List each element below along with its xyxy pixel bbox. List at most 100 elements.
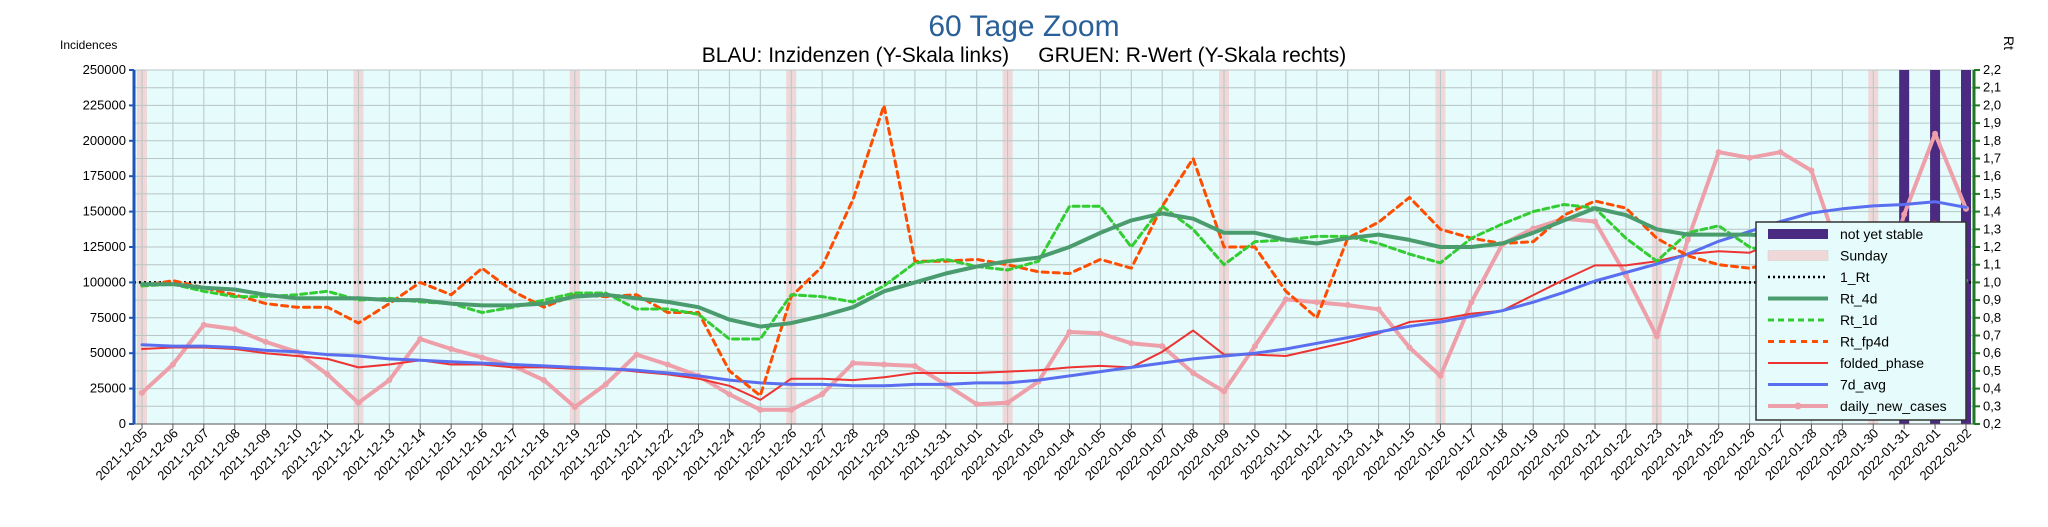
right-tick-label: 0,2 [1983, 416, 2001, 431]
right-tick-label: 1,9 [1983, 115, 2001, 130]
right-tick-label: 1,1 [1983, 257, 2001, 272]
right-tick-label: 2,2 [1983, 62, 2001, 77]
right-tick-label: 0,8 [1983, 310, 2001, 325]
series-daily-new-cases [140, 131, 1968, 412]
series-point [1653, 333, 1660, 340]
legend-label: daily_new_cases [1840, 398, 1947, 414]
left-tick-label: 150000 [83, 204, 126, 219]
series-point [262, 338, 269, 345]
series-point [1004, 399, 1011, 406]
series-point [200, 321, 207, 328]
series-point [1344, 302, 1351, 309]
series-7d-avg [140, 200, 1968, 388]
series-point [633, 351, 640, 358]
series-point [139, 389, 145, 396]
legend-label: 7d_avg [1840, 377, 1886, 393]
legend-item-rt4: Rt_4d [1768, 291, 1877, 307]
series-point [1313, 299, 1320, 306]
series-point [571, 404, 578, 411]
legend-item-fph: folded_phase [1768, 355, 1924, 371]
left-tick-label: 0 [119, 416, 126, 431]
series-point [664, 361, 671, 368]
left-tick-label: 75000 [90, 310, 126, 325]
left-tick-label: 250000 [83, 62, 126, 77]
series-point [231, 326, 238, 333]
series-point [1375, 306, 1382, 313]
legend-item-fp4: Rt_fp4d [1768, 334, 1889, 350]
series-point [1777, 149, 1784, 156]
legend-label: Rt_4d [1840, 291, 1877, 307]
legend-item-dly: daily_new_cases [1768, 398, 1947, 414]
series-point [880, 361, 887, 368]
series-point [1437, 372, 1444, 379]
right-tick-label: 2,1 [1983, 80, 2001, 95]
series-point [448, 345, 455, 352]
series-point [1251, 343, 1258, 350]
series-point [1808, 167, 1815, 174]
right-tick-label: 1,3 [1983, 221, 2001, 236]
left-tick-label: 175000 [83, 168, 126, 183]
legend-item-avg: 7d_avg [1768, 377, 1886, 393]
legend-swatch-marker [1794, 402, 1802, 410]
series-point [1159, 343, 1166, 350]
legend-label: not yet stable [1840, 226, 1923, 242]
series-point [911, 362, 918, 369]
series-point [1221, 388, 1228, 395]
legend-swatch-sunday [1767, 250, 1829, 261]
right-axis-label: Rt [2001, 36, 2017, 50]
series-point [1901, 211, 1908, 218]
series-point [602, 381, 609, 388]
right-tick-label: 0,3 [1983, 398, 2001, 413]
series-point [757, 406, 764, 413]
right-axis-ticks: 0,2 0,3 0,4 0,5 0,6 0,7 0,8 0,9 1,0 1,1 1,2 1,3 1,4 1… [1974, 62, 2001, 431]
right-tick-label: 1,2 [1983, 239, 2001, 254]
legend-item-rt1: 1_Rt [1768, 269, 1870, 285]
series-point [1097, 330, 1104, 337]
right-tick-label: 1,8 [1983, 133, 2001, 148]
left-axis-ticks: 0 25000 50000 75000 100000 125000 150000 175000… [83, 62, 134, 431]
series-point [1282, 296, 1289, 303]
series-point [1746, 154, 1753, 161]
legend-label: 1_Rt [1840, 269, 1870, 285]
left-tick-label: 25000 [90, 381, 126, 396]
left-tick-label: 100000 [83, 274, 126, 289]
left-tick-label: 225000 [83, 97, 126, 112]
series-point [1715, 149, 1722, 156]
series-point [479, 354, 486, 361]
series-point [1468, 299, 1475, 306]
legend-label: Rt_1d [1840, 312, 1877, 328]
series-point [1592, 218, 1599, 225]
series-point [819, 391, 826, 398]
legend-item-sun: Sunday [1767, 248, 1887, 264]
series-point [973, 401, 980, 408]
series-point [324, 371, 331, 378]
left-axis-label: Incidences [60, 38, 117, 52]
legend-label: Sunday [1840, 248, 1887, 264]
series-point [850, 360, 857, 367]
series-point [417, 336, 424, 343]
legend-item-nys: not yet stable [1768, 226, 1923, 242]
series-point [1128, 340, 1135, 347]
legend-label: Rt_fp4d [1840, 334, 1889, 350]
left-tick-label: 200000 [83, 133, 126, 148]
series-point [540, 377, 547, 384]
series-point [1406, 344, 1413, 351]
legend-label: folded_phase [1840, 355, 1924, 371]
series-rt-fp4d [140, 103, 1968, 398]
right-tick-label: 1,0 [1983, 274, 2001, 289]
legend: not yet stable Sunday 1_Rt Rt_4d Rt_1d Rt_fp4… [1755, 221, 1967, 421]
right-tick-label: 2,0 [1983, 97, 2001, 112]
series-point [386, 377, 393, 384]
series-point [788, 406, 795, 413]
right-tick-label: 0,7 [1983, 328, 2001, 343]
series-folded-phase [141, 220, 1967, 401]
right-tick-label: 0,4 [1983, 381, 2001, 396]
series-point [1066, 328, 1073, 335]
series-lines [139, 103, 1969, 413]
right-tick-label: 0,6 [1983, 345, 2001, 360]
right-tick-label: 1,5 [1983, 186, 2001, 201]
x-axis-ticks: 2021-12-052021-12-062021-12-072021-12-08… [92, 424, 1974, 483]
right-tick-label: 0,9 [1983, 292, 2001, 307]
right-tick-label: 1,6 [1983, 168, 2001, 183]
